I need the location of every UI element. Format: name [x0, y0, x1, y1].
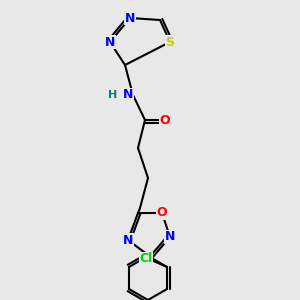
Text: N: N — [123, 88, 133, 101]
Text: Cl: Cl — [140, 253, 153, 266]
Text: S: S — [166, 35, 175, 49]
Text: N: N — [125, 11, 135, 25]
Text: O: O — [160, 113, 170, 127]
Text: H: H — [108, 90, 118, 100]
Text: O: O — [157, 206, 167, 220]
Text: N: N — [165, 230, 175, 244]
Text: N: N — [105, 35, 115, 49]
Text: N: N — [123, 233, 133, 247]
